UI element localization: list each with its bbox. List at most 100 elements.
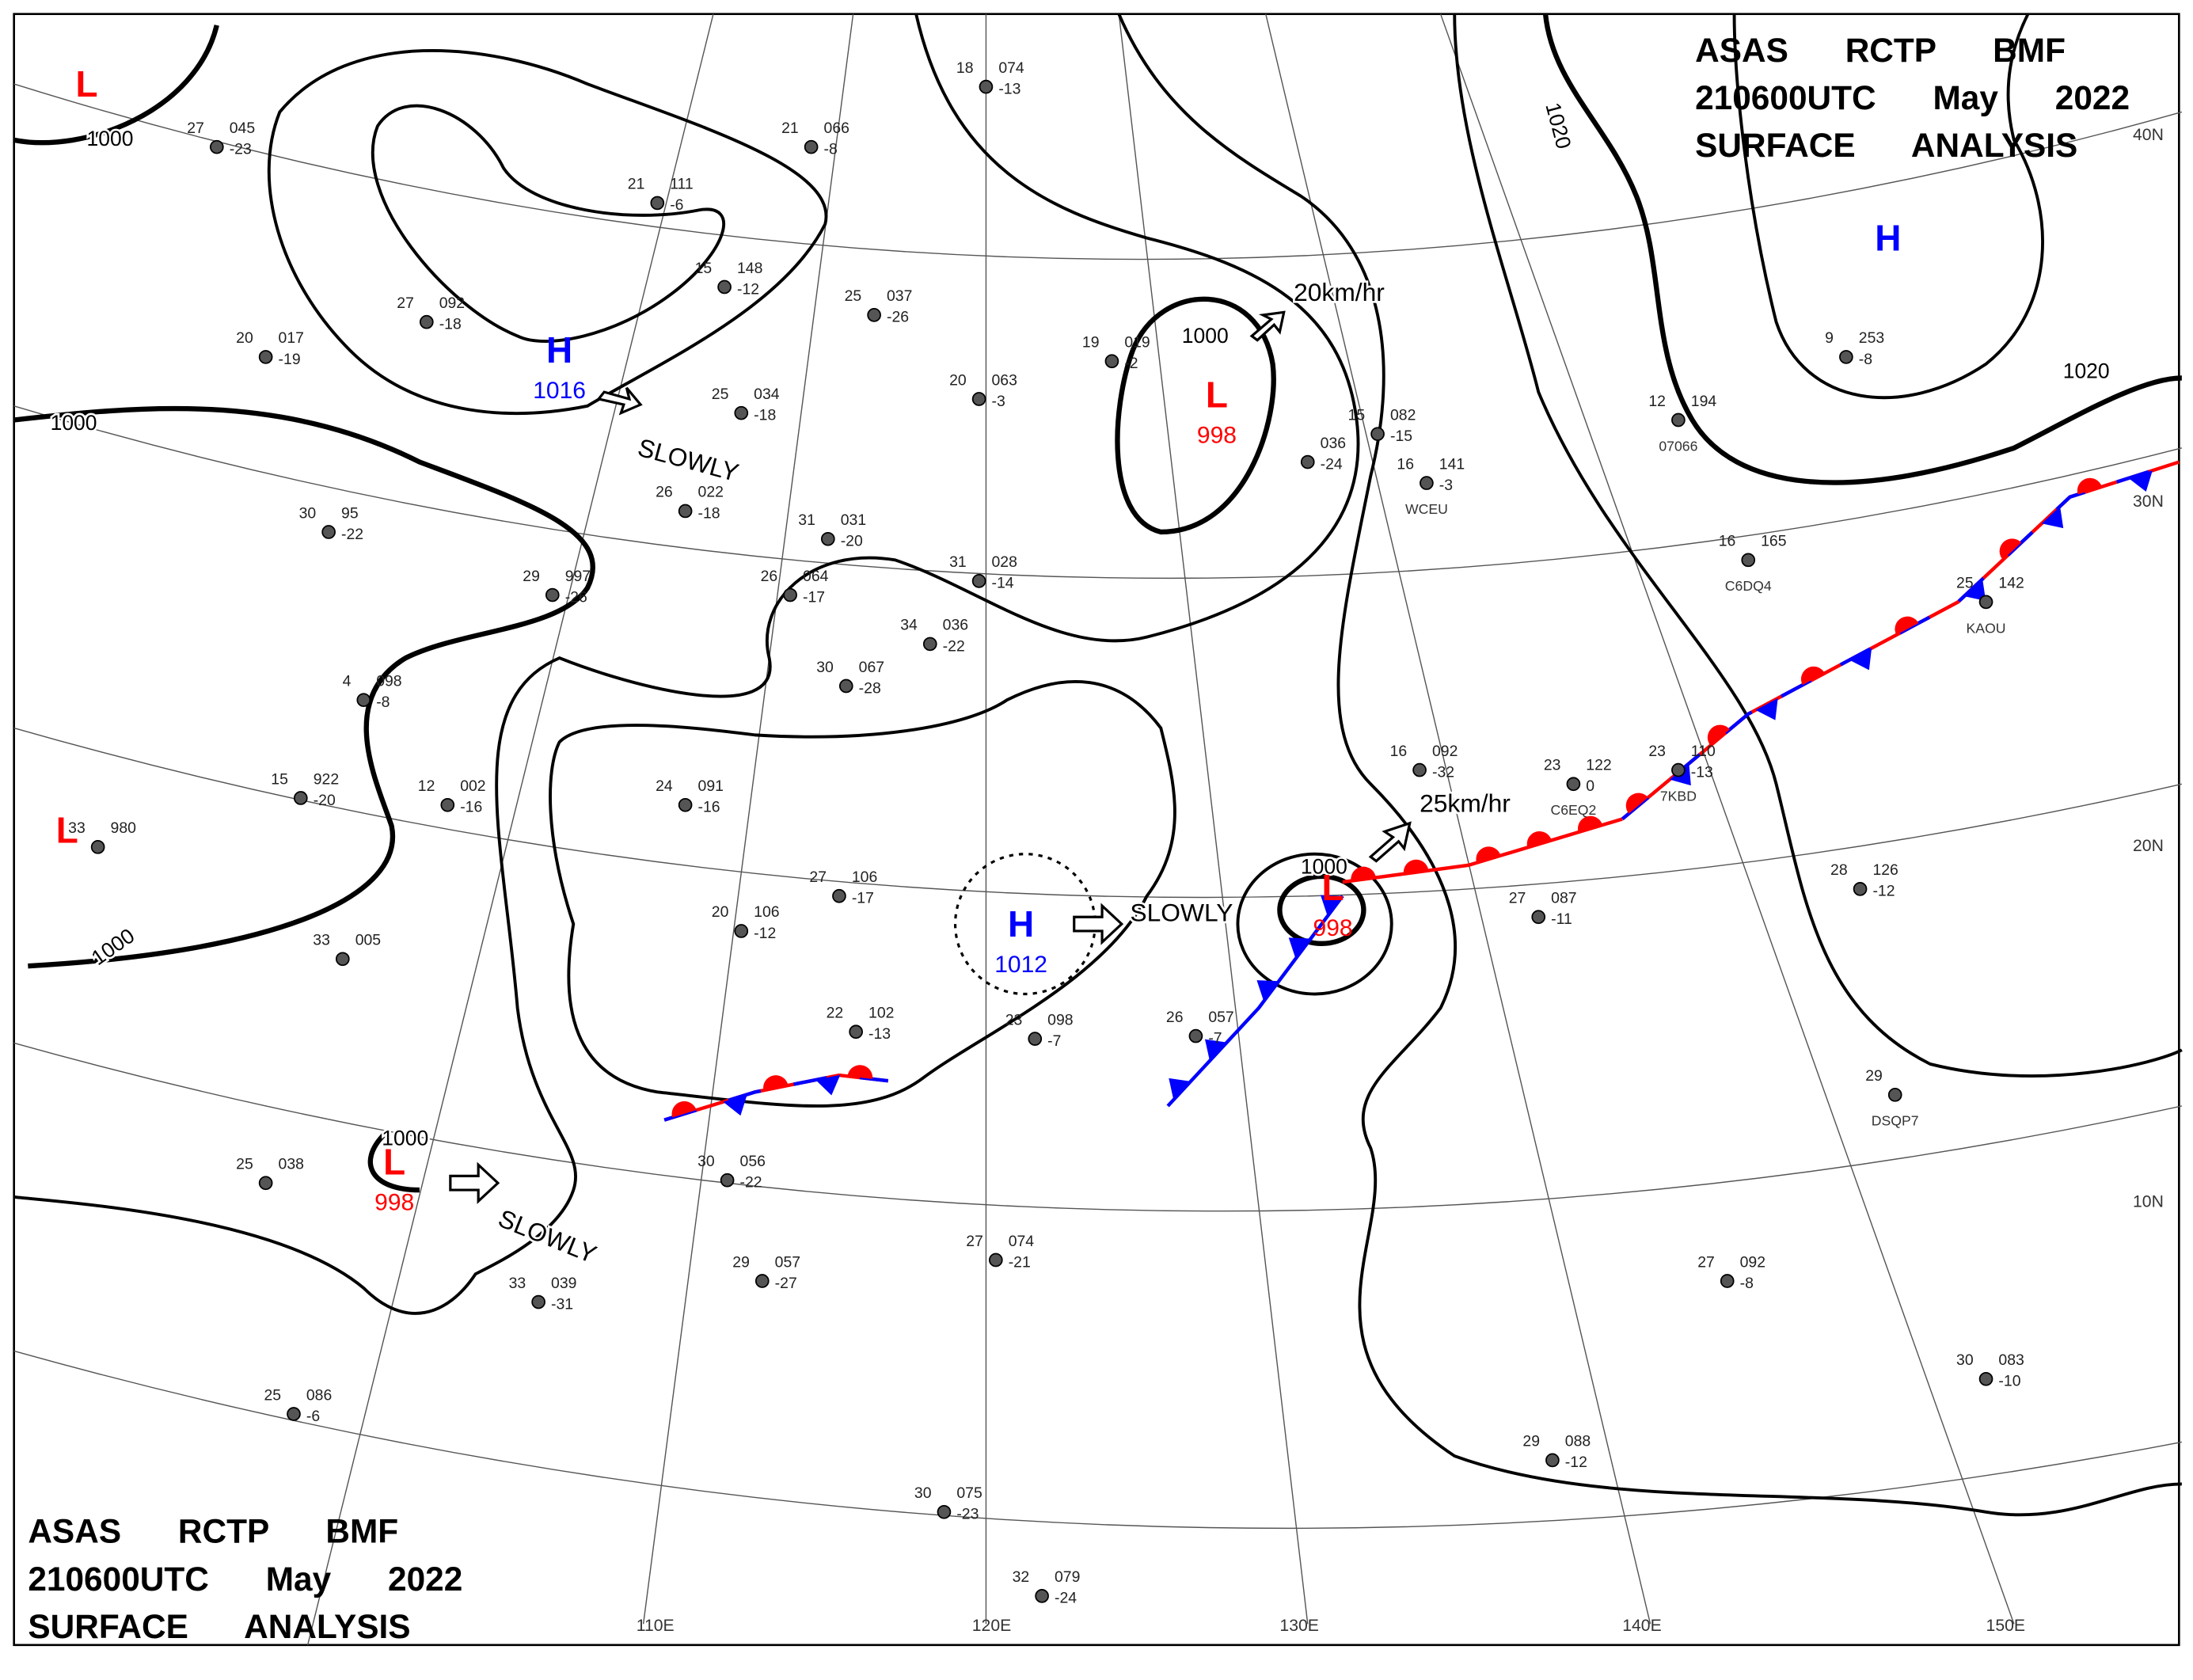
isobar [371, 104, 726, 343]
station-temperature: 15 [271, 770, 288, 788]
latitude-label: 40N [2133, 126, 2164, 144]
isobar-label: 1000 [51, 411, 97, 435]
station-pressure: 980 [111, 819, 137, 837]
station-dewpoint: -18 [439, 316, 462, 333]
station-dewpoint: -3 [992, 393, 1005, 410]
station-id: DSQP7 [1872, 1113, 1919, 1129]
latitude-line [13, 1350, 2183, 1530]
station-circle [979, 79, 994, 94]
station-pressure: 997 [565, 568, 591, 585]
station-temperature: 20 [236, 329, 253, 347]
cold-front-triangle [1256, 980, 1279, 1002]
station-circle [531, 1294, 545, 1309]
station-temperature: 19 [1082, 334, 1100, 352]
station-circle [1188, 1028, 1203, 1043]
station-circle [209, 139, 224, 154]
station-dewpoint: -8 [376, 694, 390, 711]
station-circle [1412, 762, 1427, 777]
station-dewpoint: -24 [1321, 455, 1343, 473]
station-temperature: 22 [827, 1005, 844, 1022]
station-pressure: 083 [1998, 1351, 2024, 1369]
isobar-label: 1020 [2063, 359, 2110, 382]
isobar [549, 680, 1176, 1108]
station-temperature: 26 [761, 568, 778, 585]
station-pressure: 019 [1124, 334, 1150, 352]
station-temperature: 15 [695, 260, 713, 277]
station-circle [293, 791, 308, 805]
station-circle [90, 840, 105, 854]
isobar-label: 1000 [382, 1126, 428, 1150]
station-temperature: 32 [1013, 1568, 1030, 1586]
isobar [13, 25, 219, 146]
station-pressure: 031 [841, 511, 866, 529]
station-dewpoint: -15 [1390, 428, 1412, 445]
station-pressure: 110 [1691, 743, 1716, 760]
center-pressure: 998 [374, 1190, 414, 1216]
station-temperature: 25 [1956, 575, 1974, 592]
isobar-label: 1000 [1301, 854, 1347, 878]
warm-front-semicircle [1476, 846, 1501, 863]
station-temperature: 27 [187, 120, 204, 137]
cold-front-triangle [1288, 937, 1311, 959]
station-pressure: 038 [279, 1156, 304, 1173]
latitude-line [13, 83, 2183, 260]
station-pressure: 091 [698, 777, 724, 795]
fronts [663, 460, 2180, 1122]
station-pressure: 063 [992, 371, 1017, 389]
station-pressure: 098 [1047, 1011, 1073, 1028]
station-temperature: 30 [914, 1484, 932, 1502]
station-dewpoint: -32 [1432, 763, 1454, 781]
station-circle [988, 1252, 1003, 1268]
station-temperature: 18 [956, 59, 974, 77]
station-circle [419, 314, 434, 329]
cold-front-triangle [2128, 470, 2153, 492]
station-dewpoint: -13 [998, 80, 1020, 97]
longitude-label: 110E [637, 1617, 675, 1635]
station-temperature: 30 [697, 1153, 715, 1170]
station-temperature: 33 [313, 932, 330, 949]
station-temperature: 30 [816, 659, 834, 676]
station-temperature: 20 [949, 371, 967, 389]
warm-front-semicircle [847, 1065, 873, 1079]
isobar [267, 49, 828, 415]
motion-arrows [449, 310, 1412, 1204]
station-pressure: 034 [754, 386, 780, 403]
station-id: KAOU [1967, 620, 2006, 636]
header-line: ASAS RCTP BMF [28, 1513, 398, 1550]
center-symbol: L [383, 1141, 405, 1182]
cold-front-triangle [723, 1094, 747, 1116]
station-temperature: 28 [1830, 861, 1848, 879]
station-temperature: 15 [1348, 406, 1366, 424]
station-pressure: 074 [998, 59, 1024, 77]
station-temperature: 24 [656, 777, 673, 795]
station-circle [287, 1407, 301, 1421]
station-circle [258, 1176, 273, 1191]
station-circle [1887, 1087, 1902, 1102]
station-circle [734, 405, 749, 420]
station-circle [849, 1024, 863, 1040]
station-dewpoint: -22 [341, 526, 363, 543]
center-pressure: 998 [1313, 915, 1353, 941]
station-temperature: 31 [798, 511, 815, 529]
warm-front-semicircle [1526, 831, 1552, 848]
cold-front-triangle [2041, 506, 2064, 529]
station-pressure: 057 [775, 1253, 800, 1271]
station-pressure: 922 [314, 770, 339, 788]
station-pressure: 253 [1859, 329, 1884, 347]
warm-front-semicircle [671, 1100, 697, 1118]
station-temperature: 27 [1697, 1253, 1715, 1271]
center-symbol: H [1008, 903, 1034, 945]
station-temperature: 16 [1397, 455, 1414, 473]
station-pressure: 036 [943, 617, 968, 634]
station-temperature: 27 [809, 869, 827, 886]
front-line [1621, 460, 2180, 821]
station-circle [1671, 762, 1686, 777]
graticule [13, 13, 2183, 1645]
warm-front-semicircle [1577, 815, 1603, 833]
station-temperature: 27 [966, 1233, 983, 1250]
station-dewpoint: -27 [775, 1275, 797, 1292]
center-pressure: 1012 [994, 952, 1047, 978]
station-circle [1671, 412, 1686, 428]
station-circle [678, 504, 693, 519]
